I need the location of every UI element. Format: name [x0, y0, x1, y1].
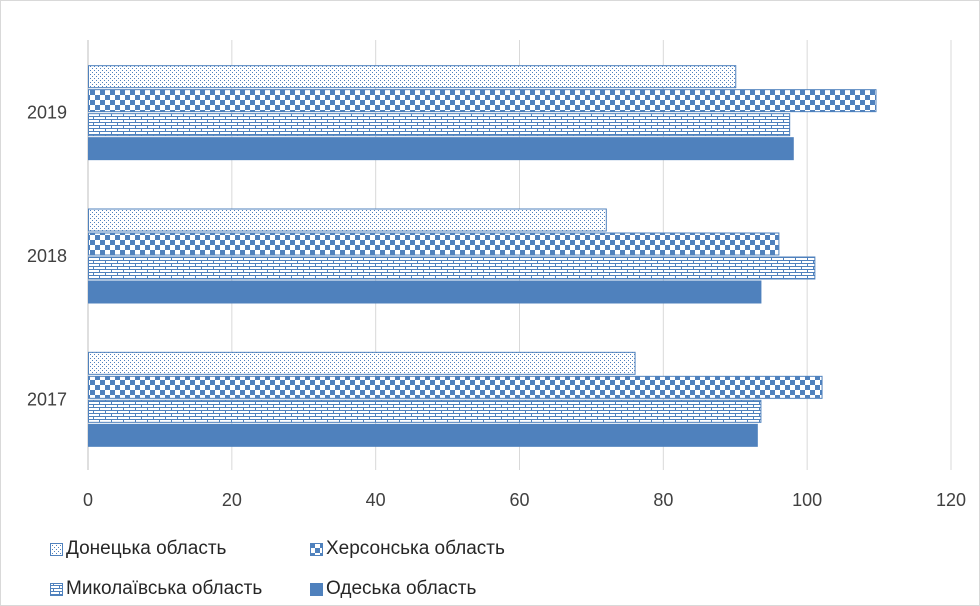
bar-dots-2019	[88, 65, 737, 89]
legend-swatch-solid	[310, 582, 323, 596]
y-axis-labels: 2019 2018 2017	[27, 103, 67, 410]
legend-label: Одеська область	[326, 578, 477, 599]
x-tick-label: 100	[792, 490, 822, 510]
bar-solid-2019	[88, 137, 794, 161]
bar-checker-2019	[88, 89, 877, 113]
legend-label: Миколаївська область	[66, 578, 263, 599]
bar-solid-2017	[88, 423, 758, 447]
legend-label: Донецька область	[66, 538, 227, 559]
legend-label: Херсонська область	[326, 538, 505, 559]
bar-solid-2018	[88, 280, 762, 304]
x-tick-label: 40	[366, 490, 386, 510]
y-tick-label: 2018	[27, 246, 67, 266]
x-tick-label: 60	[509, 490, 529, 510]
y-tick-label: 2017	[27, 389, 67, 409]
x-tick-label: 120	[936, 490, 966, 510]
x-axis-labels: 0 20 40 60 80 100 120	[83, 490, 966, 510]
x-tick-label: 0	[83, 490, 93, 510]
bar-bricks-2017	[88, 399, 762, 423]
bar-bricks-2018	[88, 256, 816, 280]
x-tick-label: 20	[222, 490, 242, 510]
bar-dots-2018	[88, 208, 607, 232]
bar-dots-2017	[88, 351, 636, 375]
bars	[88, 65, 877, 447]
legend-swatch-bricks	[50, 582, 63, 596]
legend-swatch-checker	[310, 542, 323, 556]
bar-bricks-2019	[88, 113, 791, 137]
bar-checker-2017	[88, 375, 823, 399]
bar-checker-2018	[88, 232, 780, 256]
legend-swatch-dots	[50, 542, 63, 556]
y-tick-label: 2019	[27, 103, 67, 123]
x-tick-label: 80	[653, 490, 673, 510]
legend-item-donetsk: Донецька область	[50, 538, 226, 560]
legend-item-kherson: Херсонська область	[310, 538, 505, 560]
legend-item-odesa: Одеська область	[310, 578, 476, 600]
legend-item-mykolaiv: Миколаївська область	[50, 578, 262, 600]
